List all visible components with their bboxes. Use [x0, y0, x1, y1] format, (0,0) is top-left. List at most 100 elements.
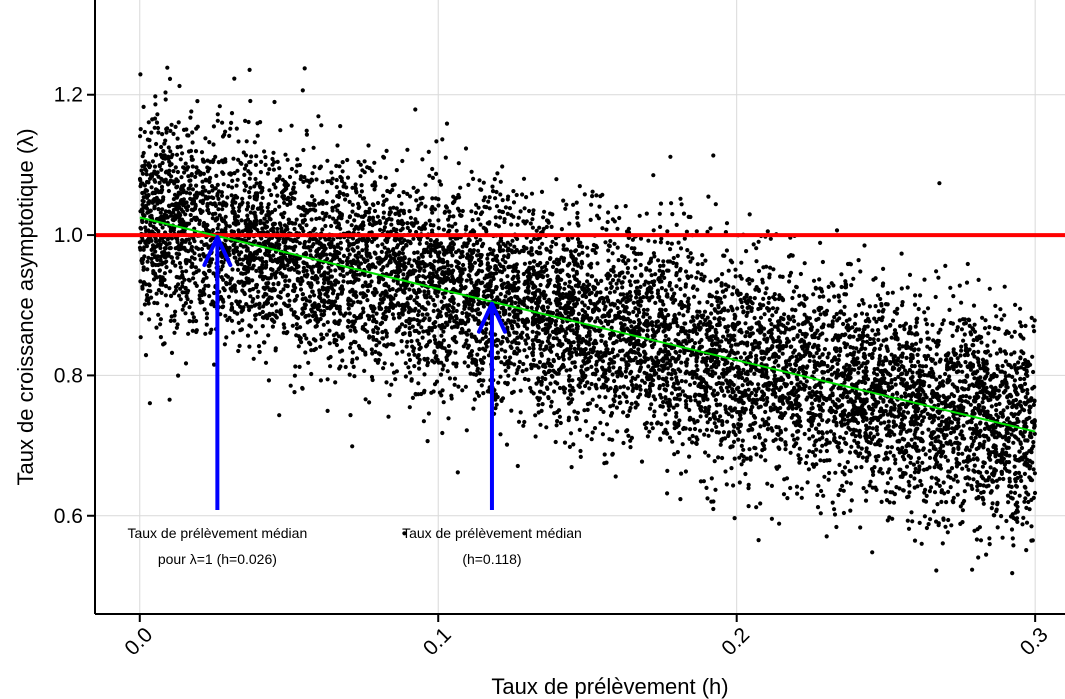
- scatter-point: [438, 372, 444, 377]
- scatter-point: [971, 477, 976, 482]
- scatter-point: [893, 461, 898, 466]
- scatter-point: [998, 349, 1003, 354]
- scatter-point: [1032, 471, 1037, 476]
- scatter-point: [357, 193, 363, 198]
- scatter-point: [454, 308, 459, 314]
- scatter-point: [579, 364, 584, 369]
- scatter-point: [257, 349, 262, 355]
- scatter-point: [152, 204, 157, 209]
- scatter-point: [232, 310, 237, 315]
- scatter-point: [781, 492, 787, 497]
- scatter-point: [304, 132, 309, 137]
- scatter-point: [187, 191, 193, 196]
- scatter-point: [628, 283, 633, 288]
- scatter-point: [598, 406, 603, 412]
- scatter-point: [657, 211, 662, 216]
- scatter-point: [443, 155, 448, 160]
- scatter-point: [861, 339, 866, 344]
- scatter-point: [905, 410, 911, 415]
- scatter-point: [992, 339, 997, 344]
- scatter-point: [394, 351, 399, 356]
- scatter-point: [655, 288, 661, 293]
- scatter-point: [756, 345, 762, 350]
- scatter-point: [189, 109, 194, 114]
- scatter-point: [907, 367, 913, 373]
- scatter-point: [266, 202, 271, 207]
- scatter-point: [451, 300, 456, 306]
- scatter-point: [873, 276, 878, 281]
- scatter-point: [873, 332, 878, 337]
- scatter-point: [817, 286, 823, 291]
- scatter-point: [651, 173, 656, 178]
- scatter-point: [481, 391, 486, 396]
- scatter-point: [207, 294, 212, 299]
- scatter-point: [943, 524, 948, 529]
- scatter-point: [861, 486, 866, 491]
- scatter-point: [881, 338, 886, 343]
- scatter-point: [718, 442, 723, 447]
- scatter-point: [406, 352, 411, 357]
- scatter-point: [919, 482, 924, 488]
- scatter-point: [644, 333, 650, 338]
- scatter-point: [700, 261, 705, 267]
- scatter-point: [210, 228, 216, 233]
- scatter-point: [708, 226, 713, 231]
- scatter-point: [292, 226, 297, 232]
- scatter-point: [826, 323, 831, 328]
- scatter-point: [348, 328, 353, 333]
- scatter-point: [769, 516, 775, 521]
- scatter-point: [702, 309, 708, 314]
- scatter-point: [574, 200, 579, 205]
- scatter-point: [896, 367, 901, 373]
- scatter-point: [569, 354, 574, 359]
- scatter-point: [791, 289, 797, 294]
- scatter-point: [768, 265, 773, 270]
- scatter-point: [606, 258, 611, 263]
- scatter-point: [152, 300, 157, 305]
- scatter-point: [963, 360, 968, 365]
- scatter-point: [959, 429, 964, 434]
- scatter-point: [803, 460, 809, 466]
- scatter-point: [520, 369, 525, 374]
- scatter-point: [683, 269, 689, 274]
- scatter-point: [684, 341, 689, 346]
- scatter-point: [771, 402, 776, 407]
- scatter-point: [826, 298, 832, 303]
- scatter-point: [911, 462, 917, 467]
- scatter-point: [542, 369, 547, 375]
- scatter-point: [900, 401, 906, 407]
- scatter-point: [1018, 320, 1023, 325]
- scatter-point: [377, 340, 382, 345]
- scatter-point: [558, 420, 563, 426]
- scatter-point: [476, 248, 481, 253]
- scatter-point: [277, 413, 282, 418]
- scatter-point: [521, 176, 527, 181]
- scatter-point: [753, 393, 758, 398]
- scatter-point: [172, 318, 177, 323]
- scatter-point: [755, 397, 760, 402]
- scatter-point: [939, 499, 944, 504]
- scatter-point: [557, 330, 562, 335]
- scatter-point: [932, 490, 938, 495]
- scatter-point: [530, 225, 536, 230]
- scatter-point: [401, 245, 406, 250]
- scatter-point: [235, 168, 240, 173]
- scatter-point: [286, 292, 291, 297]
- scatter-point: [494, 343, 499, 348]
- scatter-point: [837, 462, 842, 467]
- scatter-point: [141, 150, 146, 156]
- scatter-point: [414, 229, 419, 235]
- scatter-point: [220, 264, 225, 269]
- scatter-point: [339, 348, 345, 353]
- scatter-point: [964, 280, 970, 285]
- scatter-point: [1009, 527, 1015, 532]
- scatter-point: [375, 330, 380, 335]
- scatter-point: [841, 510, 847, 516]
- scatter-point: [314, 216, 319, 221]
- scatter-point: [336, 203, 341, 208]
- scatter-point: [153, 102, 158, 107]
- scatter-point: [390, 312, 395, 317]
- scatter-point: [338, 174, 343, 180]
- scatter-point: [194, 165, 199, 170]
- scatter-point: [859, 446, 864, 451]
